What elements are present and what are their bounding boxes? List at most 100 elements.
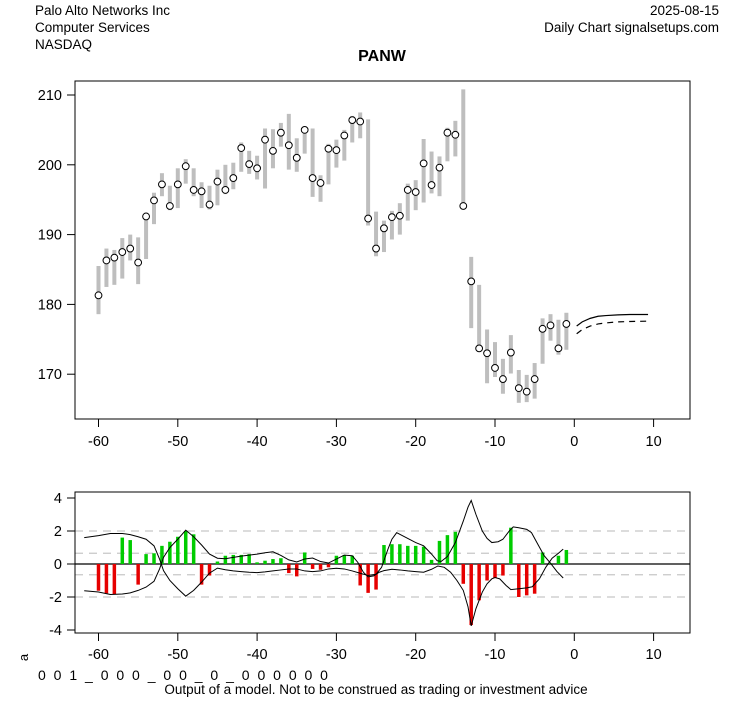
page-title: PANW [358,48,406,65]
price-chart: 170 180 190 200 210 -60 -50 -40 -30 -20 -10 0 10 [38,80,691,450]
price-y-tick-label: 190 [38,228,62,244]
close-circle [102,256,111,265]
disclaimer-text: Output of a model. Not to be construed a… [164,682,588,697]
close-circle [340,131,349,140]
chart-type-source: Daily Chart signalsetups.com [544,20,719,35]
close-circle [261,135,269,144]
oscillator-y-tick-label: 0 [54,557,62,573]
close-circle [126,244,135,253]
close-circle [197,187,206,196]
oscillator-x-tick-label: -20 [405,647,426,663]
oscillator-x-tick-label: 10 [646,647,662,663]
oscillator-plot-border [74,491,691,634]
price-x-tick-label: -60 [88,434,109,450]
close-circle [158,180,166,189]
close-circle [205,200,214,209]
oscillator-y-tick-label: 4 [54,491,62,507]
close-circle [284,141,293,150]
price-x-tick-label: 0 [570,434,578,450]
close-circle [483,349,491,358]
oscillator-x-tick-label: -10 [485,647,506,663]
close-circle [522,387,531,396]
oscillator-x-tick-label: 0 [570,647,578,663]
close-circle [221,186,230,194]
header-right: 2025-08-15 Daily Chart signalsetups.com [544,2,719,36]
close-circle [459,202,468,210]
close-circle [300,125,309,134]
close-circle [189,186,198,194]
close-circle [94,291,103,300]
close-circle [395,211,404,220]
company-sector: Computer Services [35,20,150,35]
close-circle [427,181,436,189]
company-name: Palo Alto Networks Inc [35,3,171,18]
close-circle [332,146,341,155]
close-circle [213,177,222,186]
close-circle [165,202,174,210]
close-circle [435,163,444,172]
close-circle [380,224,388,233]
close-circle [514,384,523,393]
model-code: 0 0 1 _ 0 0 0 _ 0 0 _ 0 _ 0 0 0 0 0 0 [38,667,330,683]
close-circle [443,128,452,137]
oscillator-x-tick-label: -50 [167,647,188,663]
close-circle [530,375,539,383]
price-x-tick-label: 10 [646,434,662,450]
close-circle [364,214,373,223]
oscillator-x-tick-label: -40 [247,647,268,663]
price-x-tick-label: -50 [167,434,188,450]
close-circle [475,344,484,353]
close-circle [372,244,380,253]
oscillator-x-tick-label: -30 [326,647,347,663]
oscillator-x-tick-label: -60 [88,647,109,663]
price-x-tick-label: -20 [405,434,426,450]
close-circle [388,213,396,222]
signal-line-1 [84,499,564,597]
close-circle [403,186,412,194]
oscillator-y-tick-label: -4 [49,623,62,639]
company-exchange: NASDAQ [35,37,93,52]
close-circle [419,159,428,168]
header-left: Palo Alto Networks Inc Computer Services… [35,2,170,53]
close-circle [253,164,262,173]
close-circle [110,253,119,262]
close-circle [134,258,143,267]
close-circle [316,179,325,187]
close-circle [229,174,238,182]
close-circle [411,188,420,196]
close-circle [562,320,571,328]
price-y-tick-label: 170 [38,367,62,383]
forecast-line-solid [576,313,649,327]
price-plot-border [74,80,691,420]
close-circle [467,277,476,286]
close-circle [348,116,357,125]
oscillator-y-tick-label: -2 [49,590,62,606]
close-circle [491,364,499,372]
close-circle [356,117,365,126]
close-circle [538,324,547,333]
close-circle [546,321,555,330]
close-circle [324,144,333,153]
price-y-tick-label: 180 [38,297,62,313]
close-circle [506,348,515,357]
close-circle [308,174,317,182]
side-axis-label: a [16,653,32,662]
close-circle [237,144,246,152]
price-x-tick-label: -40 [247,434,268,450]
close-circle [269,146,277,155]
close-circle [181,162,190,171]
price-y-tick-label: 210 [38,88,62,104]
forecast-line-dashed [576,320,649,335]
close-circle [245,160,254,169]
close-circle [554,344,563,353]
oscillator-y-tick-label: 2 [54,524,62,540]
close-circle [451,130,460,139]
close-circle [276,128,285,137]
chart-date: 2025-08-15 [649,3,719,18]
close-circle [142,212,150,221]
signal-line-2 [84,529,564,627]
price-x-tick-label: -30 [326,434,347,450]
